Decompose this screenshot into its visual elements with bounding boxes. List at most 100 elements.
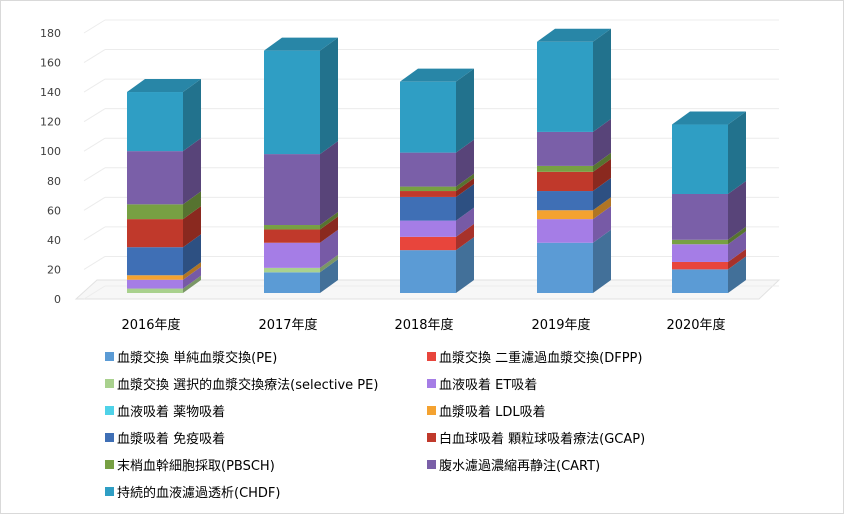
bar-segment [537,242,593,293]
legend-label: 血液吸着 ET吸着 [439,378,538,393]
bar-top [264,37,338,51]
y-tick-label: 40 [47,234,61,247]
legend-swatch [427,406,436,415]
bar-segment [264,242,320,268]
legend-swatch [427,433,436,442]
bar-segment [400,220,456,237]
bar-segment-side [728,180,746,240]
bar-segment-side [456,207,474,237]
bar-segment-side [183,79,201,152]
bar-segment-side [320,216,338,243]
y-tick-label: 0 [54,293,61,306]
bar-segment [400,152,456,187]
bar-segment-side [456,178,474,197]
gridline-depth [83,285,106,300]
bar-segment-side [183,275,201,293]
legend-label: 血漿交換 選択的血漿交換療法(selective PE) [117,378,379,393]
legend-label: 血漿交換 単純血漿交換(PE) [117,351,278,366]
bar-segment [264,229,320,243]
bar-segment-side [456,68,474,153]
legend-swatch [105,352,114,361]
category-label: 2020年度 [666,317,725,333]
bar-segment-side [456,237,474,293]
bar-segment [264,267,320,273]
bar-segment-side [593,197,611,220]
bar-segment [127,279,183,289]
legend-swatch [427,460,436,469]
legend-swatch [427,379,436,388]
bar-segment-side [320,37,338,155]
legend-item: 血漿交換 二重濾過血漿交換(DFPP) [427,347,642,366]
bar-segment-side [183,206,201,248]
legend-swatch [105,406,114,415]
bar-segment-side [320,229,338,268]
bar-segment-side [593,206,611,243]
legend-item: 末梢血幹細胞採取(PBSCH) [105,455,275,474]
category-label: 2018年度 [394,317,453,333]
legend-swatch [105,460,114,469]
category-label: 2019年度 [531,317,590,333]
gridline-depth [83,78,106,93]
legend-swatch [427,352,436,361]
bar-segment [400,191,456,197]
bar-segment [400,196,456,221]
bar-segment-side [183,138,201,205]
bar-segment [127,204,183,220]
category-label: 2017年度 [258,317,317,333]
gridline-depth [83,137,106,152]
bar-segment [537,165,593,172]
bar-segment-side [183,191,201,220]
legend-swatch [105,379,114,388]
bar-segment [127,247,183,276]
legend-swatch [105,487,114,496]
bar-segment-side [593,158,611,192]
gridline-depth [83,196,106,211]
legend-label: 血漿吸着 免疫吸着 [117,432,226,447]
bar-segment-side [728,226,746,245]
gridline-depth [83,167,106,182]
legend-label: 血液吸着 薬物吸着 [117,405,226,420]
bar-segment-side [728,231,746,262]
bar-segment [127,288,183,293]
gridline-depth [83,226,106,241]
y-tick-label: 120 [40,116,61,129]
bar-top [127,79,201,93]
bar-segment [400,186,456,192]
bar-segment [672,269,728,293]
bar-segment [537,219,593,243]
bar-segment [537,171,593,192]
legend-swatch [105,433,114,442]
y-tick-label: 160 [40,57,61,70]
bar-segment-side [183,262,201,280]
bar-segment [400,250,456,293]
y-tick-label: 100 [40,145,61,158]
legend-label: 末梢血幹細胞採取(PBSCH) [117,459,275,474]
bar-segment-side [456,183,474,221]
bar-segment-side [456,223,474,251]
y-tick-label: 20 [47,263,61,276]
bar-segment [400,236,456,251]
gridline-depth [83,108,106,123]
bar-segment-side [593,229,611,293]
bar-segment [264,154,320,226]
legend-item: 血液吸着 薬物吸着 [105,401,225,420]
bar-segment-side [593,28,611,132]
bar-segment [127,219,183,248]
legend-label: 血漿交換 二重濾過血漿交換(DFPP) [439,351,643,366]
legend-label: 血漿吸着 LDL吸着 [439,405,546,420]
bar-segment-side [728,256,746,293]
bar-segment-side [728,248,746,270]
legend-item: 血液吸着 ET吸着 [427,374,537,393]
bar-segment-side [593,118,611,166]
bar-segment-side [183,266,201,289]
bar-segment-side [456,139,474,187]
y-tick-label: 180 [40,27,61,40]
gridline-depth [83,19,106,34]
legend-item: 血漿吸着 LDL吸着 [427,401,546,420]
bar-segment [264,50,320,155]
bar-segment [672,244,728,262]
bar-segment-side [183,234,201,276]
legend-label: 持続的血液濾過透析(CHDF) [117,486,281,501]
legend-label: 白血球吸着 顆粒球吸着療法(GCAP) [439,432,646,447]
